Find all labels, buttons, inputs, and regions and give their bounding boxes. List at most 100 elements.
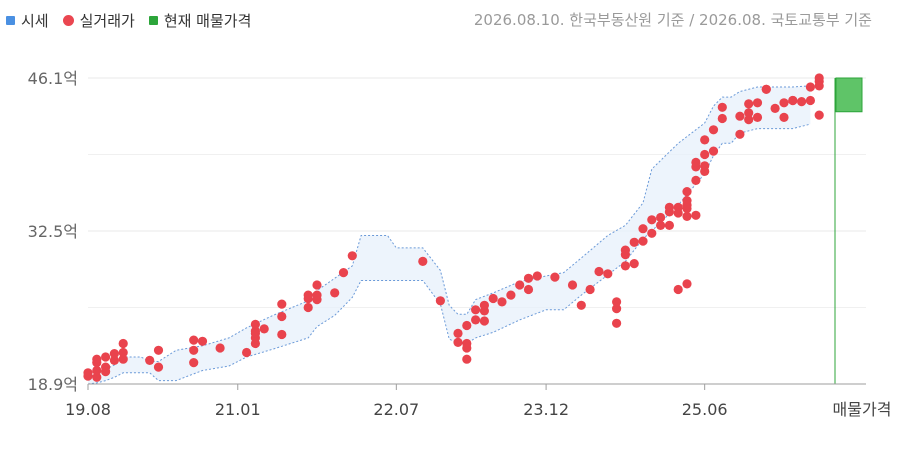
transaction-point <box>118 347 128 358</box>
transaction-point <box>682 196 692 206</box>
transaction-point <box>145 355 155 365</box>
transaction-point <box>250 319 260 329</box>
transaction-point <box>752 112 763 122</box>
transaction-point <box>612 297 622 307</box>
market-price-upper-line <box>87 85 811 379</box>
transaction-point <box>770 103 780 113</box>
transaction-point <box>788 95 798 106</box>
transaction-point <box>612 318 622 328</box>
transaction-point <box>673 284 683 295</box>
transaction-point <box>347 251 357 261</box>
legend-label-market-price: 시세 <box>21 11 49 30</box>
transaction-point <box>647 215 657 225</box>
transaction-point <box>189 335 199 345</box>
transaction-point <box>629 237 639 247</box>
transaction-point <box>303 290 313 300</box>
transaction-point <box>418 256 428 266</box>
transaction-point <box>585 284 595 295</box>
transaction-point <box>532 271 542 281</box>
transaction-point <box>620 245 631 255</box>
transaction-point <box>259 324 269 334</box>
source-note: 2026.08.10. 한국부동산원 기준 / 2026.08. 국토교통부 기… <box>473 11 872 29</box>
transaction-point <box>109 349 119 359</box>
transaction-point <box>629 259 639 269</box>
transaction-point <box>735 129 745 139</box>
transaction-point <box>83 368 93 378</box>
transaction-point <box>691 175 701 185</box>
transaction-point <box>479 300 489 310</box>
transaction-point <box>805 95 816 106</box>
legend-item-listing[interactable]: 현재 매물가격 <box>148 10 252 31</box>
transaction-point <box>700 135 710 145</box>
transaction-point <box>779 98 789 108</box>
transaction-point <box>197 336 208 346</box>
transaction-point <box>656 220 666 230</box>
listing-price-bar <box>835 77 863 113</box>
transaction-point <box>620 261 631 271</box>
transaction-point <box>708 146 719 156</box>
transaction-point <box>594 266 604 277</box>
transaction-point <box>250 326 260 336</box>
transaction-point <box>682 211 692 221</box>
transaction-point <box>312 280 322 290</box>
x-tick-label: 21.01 <box>215 400 261 419</box>
transaction-point <box>92 372 102 382</box>
transaction-point <box>118 338 128 349</box>
transaction-point <box>462 338 472 349</box>
legend-item-market-price[interactable]: 시세 <box>6 10 49 31</box>
transaction-point <box>497 297 507 307</box>
legend-item-transactions[interactable]: 실거래가 <box>62 10 135 31</box>
transaction-point <box>153 362 164 372</box>
transaction-point <box>612 304 622 314</box>
y-tick-label: 32.5억 <box>28 222 78 241</box>
transaction-point <box>717 102 727 112</box>
x-tick-label: 19.08 <box>65 400 111 419</box>
transaction-point <box>567 280 578 290</box>
transaction-point <box>700 161 710 171</box>
transaction-point <box>118 354 128 364</box>
transaction-point <box>189 358 199 368</box>
transaction-point <box>744 115 754 125</box>
y-tick-label: 46.1억 <box>28 69 78 88</box>
transaction-point <box>647 228 657 238</box>
x-tick-label: 23.12 <box>523 400 569 419</box>
x-tick-label: 22.07 <box>373 400 419 419</box>
transaction-point <box>708 125 719 135</box>
transaction-point <box>779 112 789 122</box>
transaction-point <box>523 273 534 283</box>
transaction-point <box>638 236 648 246</box>
transaction-point <box>682 187 692 197</box>
transaction-point <box>101 352 111 362</box>
transaction-point <box>330 288 340 298</box>
x-tick-label: 25.06 <box>682 400 728 419</box>
chart-legend: 시세 실거래가 현재 매물가격 <box>6 6 251 34</box>
transaction-point <box>744 108 754 118</box>
transaction-point <box>488 293 498 304</box>
transaction-point <box>797 97 807 107</box>
transaction-point <box>814 110 824 120</box>
transaction-point <box>638 224 648 234</box>
transaction-point <box>700 149 710 160</box>
legend-label-listing: 현재 매물가격 <box>163 11 252 30</box>
transaction-point <box>515 280 525 290</box>
transaction-point <box>656 212 666 223</box>
transaction-point <box>471 305 481 315</box>
transaction-point <box>506 290 516 300</box>
transaction-point <box>550 272 560 282</box>
transaction-point <box>101 367 111 377</box>
transaction-point <box>435 296 445 306</box>
y-tick-label: 18.9억 <box>28 375 78 394</box>
transaction-point <box>752 98 763 108</box>
transaction-point <box>761 84 771 94</box>
transaction-point <box>453 328 463 338</box>
legend-label-transactions: 실거래가 <box>79 11 135 30</box>
transaction-point <box>277 329 287 340</box>
transaction-point <box>664 220 675 230</box>
transaction-point <box>805 82 816 92</box>
transaction-point <box>717 113 727 124</box>
transaction-point <box>153 345 164 355</box>
transaction-point <box>471 315 481 325</box>
transaction-point <box>682 279 692 289</box>
